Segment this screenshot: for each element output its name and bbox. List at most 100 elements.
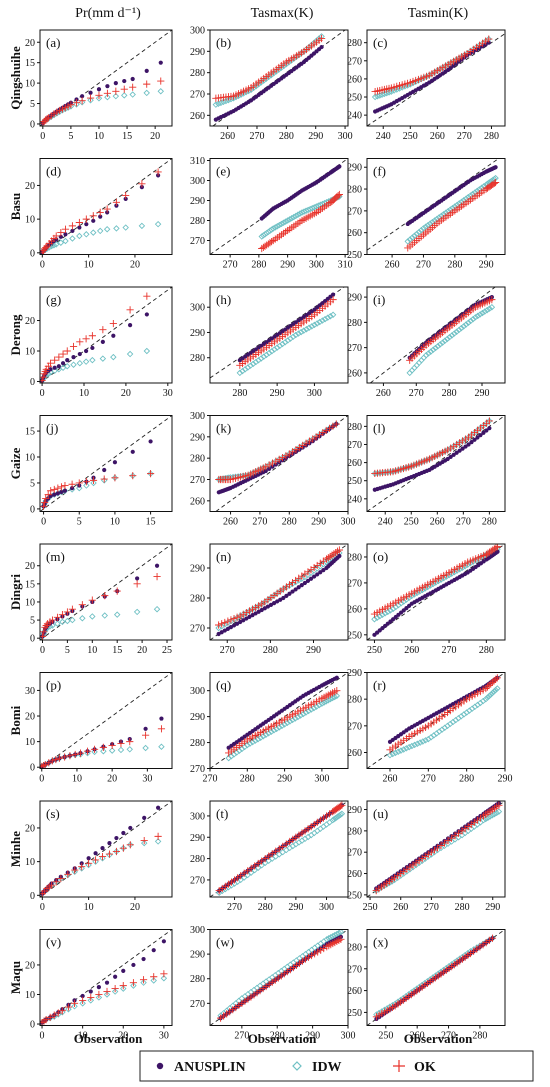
- idw-point: [103, 991, 111, 998]
- idw-point: [89, 356, 96, 364]
- panel-frame: [366, 29, 506, 127]
- anusplin-point: [96, 985, 101, 990]
- idw-point: [247, 362, 254, 369]
- anusplin-point: [484, 428, 489, 433]
- ok-point: [111, 984, 119, 993]
- anusplin-point: [83, 348, 89, 354]
- y-tick-label: 260: [347, 74, 362, 85]
- ok-point: [63, 608, 71, 616]
- idw-point: [78, 99, 86, 106]
- panel-label: (a): [46, 35, 60, 50]
- one-to-one-line: [370, 287, 496, 383]
- panel-frame: [209, 29, 349, 127]
- y-tick-label: 10: [25, 347, 35, 358]
- idw-point: [278, 64, 285, 72]
- header-tasmax: Tasmax(K): [251, 6, 314, 21]
- anusplin-point: [225, 626, 230, 631]
- x-tick-label: 10: [72, 774, 82, 785]
- y-tick-label: 0: [30, 634, 35, 645]
- legend-marker-idw: [292, 1061, 302, 1071]
- idw-point: [392, 603, 400, 611]
- idw-point: [446, 333, 453, 341]
- x-tick-label: 0: [41, 517, 46, 528]
- ok-point: [88, 332, 96, 340]
- ok-point: [126, 738, 134, 746]
- anusplin-point: [305, 578, 311, 583]
- legend-box: [139, 1050, 534, 1082]
- idw-point: [284, 719, 291, 727]
- ok-point: [275, 455, 283, 463]
- anusplin-point: [77, 225, 82, 230]
- idw-point: [83, 482, 90, 489]
- idw-point: [126, 350, 134, 358]
- idw-point: [325, 935, 333, 942]
- ok-point: [98, 852, 107, 861]
- plot-area: [210, 158, 348, 255]
- idw-point: [297, 328, 305, 336]
- panel-n: 270 280 290 270 280 290 (n): [190, 543, 349, 656]
- ok-point: [52, 755, 60, 764]
- ok-point: [282, 452, 290, 460]
- anusplin-point: [250, 613, 255, 618]
- ok-point: [461, 435, 470, 443]
- ok-point: [314, 948, 322, 956]
- idw-point: [476, 311, 484, 318]
- idw-point: [303, 325, 310, 333]
- ok-point: [487, 680, 495, 688]
- idw-point: [311, 829, 318, 837]
- idw-point: [408, 742, 416, 750]
- y-tick-label: 5: [30, 99, 35, 110]
- ok-point: [338, 801, 346, 809]
- x-tick-label: 290: [485, 902, 500, 913]
- plot-area: [212, 30, 346, 126]
- ok-point: [113, 587, 121, 595]
- ok-point: [87, 993, 95, 1002]
- idw-point: [400, 746, 407, 753]
- idw-point: [331, 931, 339, 939]
- idw-point: [55, 1011, 62, 1018]
- idw-point: [279, 340, 286, 348]
- anusplin-point: [100, 339, 105, 344]
- anusplin-point: [312, 574, 317, 579]
- anusplin-point: [308, 576, 314, 581]
- anusplin-point: [107, 841, 112, 846]
- idw-point: [276, 342, 284, 350]
- ok-point: [456, 439, 464, 447]
- idw-point: [265, 349, 273, 357]
- idw-point: [444, 335, 451, 343]
- ok-point: [335, 190, 343, 199]
- ok-point: [336, 802, 345, 810]
- x-tick-label: 280: [479, 645, 494, 656]
- panel-frame: [366, 672, 506, 769]
- panel-frame: [366, 415, 506, 512]
- anusplin-point: [131, 962, 136, 968]
- anusplin-point: [481, 430, 486, 435]
- anusplin-point: [100, 846, 105, 851]
- x-tick-label: 250: [367, 645, 382, 656]
- idw-point: [255, 357, 262, 364]
- ok-point: [68, 605, 76, 613]
- idw-point: [406, 236, 414, 243]
- plot-area: [40, 544, 172, 640]
- y-tick-label: 290: [190, 47, 205, 58]
- ok-point: [332, 420, 340, 428]
- anusplin-point: [216, 631, 221, 637]
- legend-item-anusplin: ANUSPLIN: [156, 1060, 246, 1075]
- panel-label: (d): [46, 164, 61, 179]
- y-tick-label: 20: [25, 823, 35, 834]
- plot-area: [367, 158, 500, 252]
- y-tick-label: 280: [347, 185, 362, 196]
- ok-point: [485, 681, 493, 690]
- y-tick-label: 30: [25, 686, 35, 697]
- y-tick-label: 290: [190, 328, 205, 339]
- y-tick-label: 270: [190, 90, 205, 101]
- y-tick-label: 290: [190, 712, 205, 723]
- anusplin-point: [80, 94, 85, 99]
- idw-point: [453, 328, 460, 335]
- anusplin-point: [98, 214, 103, 219]
- ok-point: [485, 35, 493, 43]
- panel-frame: [39, 543, 173, 641]
- x-tick-label: 270: [234, 1031, 249, 1042]
- header-pr: Pr(mm d⁻¹): [75, 6, 141, 21]
